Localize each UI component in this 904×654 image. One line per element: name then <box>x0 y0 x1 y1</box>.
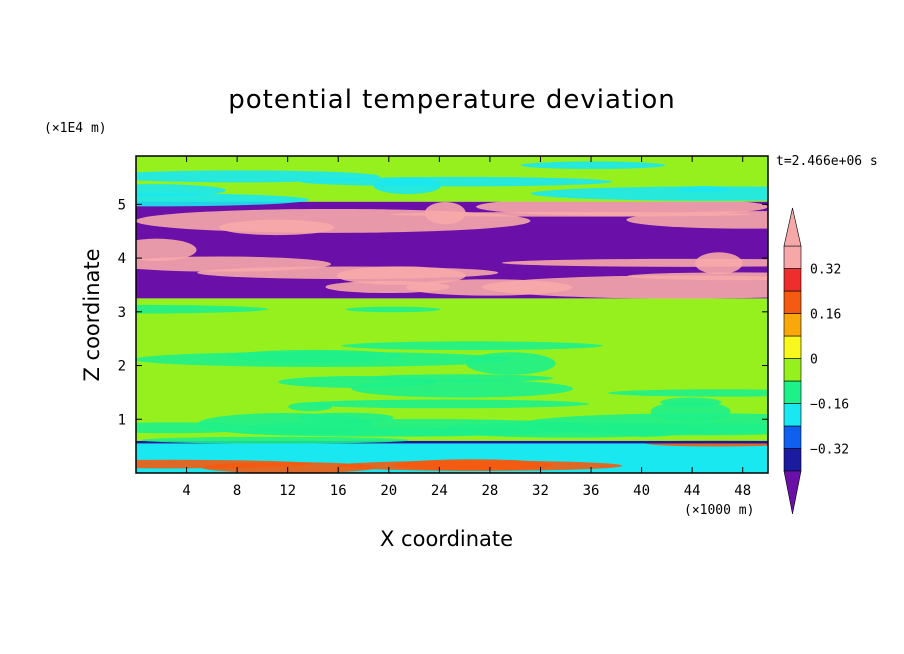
band-2-streak <box>341 341 603 351</box>
colorbar-tick-label: −0.32 <box>810 443 849 458</box>
band-3-streak <box>136 208 531 233</box>
x-tick-label: 28 <box>481 483 498 499</box>
y-tick-label: 1 <box>118 412 126 428</box>
colorbar-segment <box>783 448 802 472</box>
band-2-streak <box>519 413 768 436</box>
colorbar-segment <box>783 290 802 314</box>
x-tick-label: 20 <box>380 483 397 499</box>
y-tick-label: 3 <box>118 305 126 321</box>
y-tick-label: 4 <box>118 251 126 267</box>
y-tick-label: 2 <box>118 359 126 375</box>
colorbar-tick-label: 0.16 <box>810 308 841 323</box>
band-3-streak <box>626 272 768 281</box>
y-axis-unit: (×1E4 m) <box>44 121 107 136</box>
band-4-streak <box>136 193 310 207</box>
band-3-streak <box>136 256 332 272</box>
x-axis-unit: (×1000 m) <box>684 503 755 518</box>
band-2-streak <box>278 376 438 388</box>
chart-title: potential temperature deviation <box>228 85 676 115</box>
band-0-streak <box>136 459 314 469</box>
x-tick-label: 12 <box>279 483 296 499</box>
x-tick-label: 36 <box>583 483 600 499</box>
band-2-streak <box>301 399 590 409</box>
band-2-streak <box>197 413 372 435</box>
x-tick-label: 24 <box>431 483 448 499</box>
colorbar-tick-label: 0 <box>810 353 818 368</box>
colorbar-extend-min <box>783 470 802 515</box>
band-2-streak <box>141 436 409 444</box>
y-tick-label: 5 <box>118 197 126 213</box>
y-axis: 1 2 3 4 5 <box>118 197 768 428</box>
band-2-streak <box>607 389 768 397</box>
band-4-streak <box>520 161 666 170</box>
colorbar-segment <box>783 313 802 337</box>
colorbar-segment <box>783 380 802 404</box>
time-label: t=2.466e+06 s <box>776 154 878 169</box>
colorbar-segment <box>783 268 802 292</box>
colorbar-segment <box>783 335 802 359</box>
band-3-streak <box>405 279 573 296</box>
colorbar-segment <box>783 358 802 382</box>
x-tick-label: 16 <box>330 483 347 499</box>
band-1 <box>136 440 768 444</box>
x-axis-label: X coordinate <box>380 527 514 551</box>
colorbar-segment <box>783 403 802 427</box>
colorbar-segment <box>783 245 802 269</box>
band-3-streak <box>136 238 197 262</box>
colorbar-tick-label: −0.16 <box>810 398 849 413</box>
plot-frame <box>135 155 769 474</box>
x-tick-label: 4 <box>182 483 190 499</box>
x-tick-label: 8 <box>233 483 241 499</box>
colorbar-segment <box>783 425 802 449</box>
colorbar-extend-max <box>783 207 802 247</box>
contour-field <box>136 156 768 473</box>
band-0-streak <box>335 460 623 471</box>
x-tick-label: 48 <box>734 483 751 499</box>
band-2-streak <box>136 304 268 314</box>
colorbar: 0.32 0.16 0 −0.16 −0.32 <box>783 207 849 515</box>
x-tick-label: 32 <box>532 483 549 499</box>
x-tick-label: 40 <box>633 483 650 499</box>
band-4-streak <box>299 176 613 187</box>
band-4-streak <box>373 178 441 195</box>
band-2-streak <box>229 349 401 363</box>
band-3-streak <box>481 275 768 299</box>
x-axis: 4 8 12 16 20 24 28 32 36 40 44 48 <box>182 156 751 499</box>
x-tick-label: 44 <box>684 483 701 499</box>
band-3-streak <box>476 197 768 216</box>
band-2-streak <box>345 306 441 313</box>
band-2-streak <box>465 352 556 375</box>
colorbar-tick-label: 0.32 <box>810 263 841 278</box>
band-4-streak <box>676 186 731 193</box>
band-3-streak <box>501 258 768 267</box>
